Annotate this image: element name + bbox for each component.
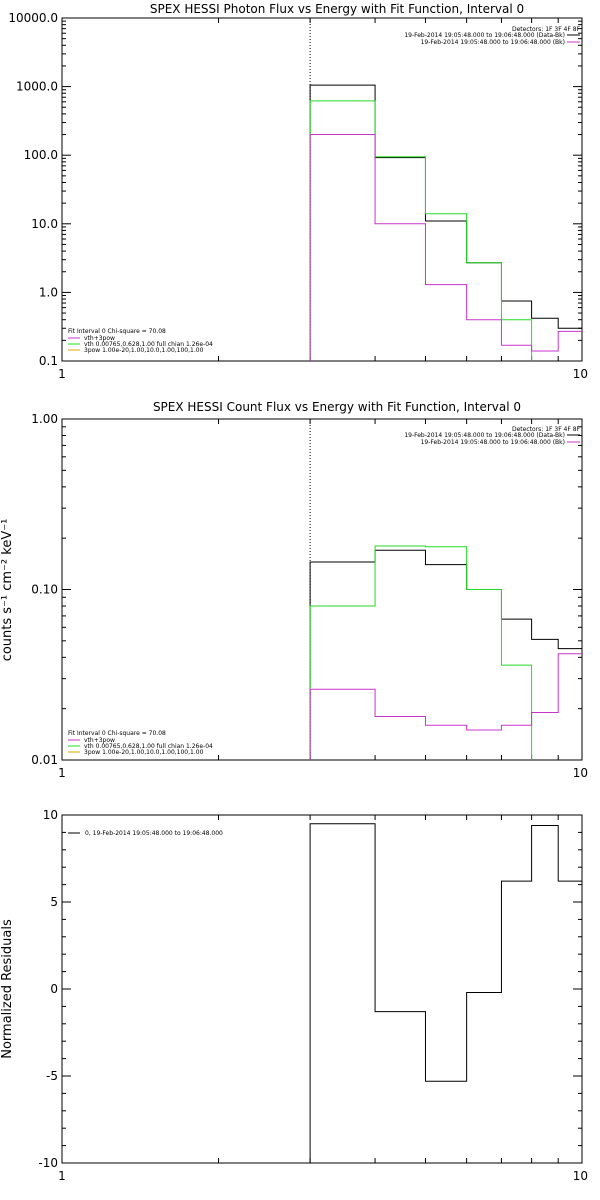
- panel1-legend-vth: vth 0.00765,0.628,1.00 full chian 1.26e-…: [84, 341, 213, 348]
- panel2-legend-3pow: 3pow 1.00e-20,1.00,10.0,1.00,100,1.00: [84, 749, 204, 756]
- y-tick-label: 10000.0: [8, 11, 58, 25]
- panel2-legend-model: vth+3pow: [84, 737, 115, 744]
- series-2-histogram: [309, 134, 582, 361]
- panel2-legend-vth: vth 0.00765,0.628,1.00 full chian 1.26e-…: [84, 743, 213, 750]
- y-tick-label: 5: [50, 895, 58, 909]
- y-tick-label: 1000.0: [16, 80, 58, 94]
- panel3-y-ticks: -10 -5 0 5 10: [38, 808, 582, 1170]
- panel1-x-ticks: 1 10: [58, 18, 588, 381]
- panel2-frame: [61, 418, 583, 761]
- x-tick-label: 1: [58, 367, 66, 381]
- panel3-series: [309, 823, 582, 1163]
- residuals-panel: Normalized Residuals -10 -5 0 5 10 1 10 0, 19…: [0, 808, 588, 1183]
- panel1-frame: [61, 17, 583, 362]
- panel3-frame: [61, 814, 583, 1164]
- panel1-legend-bk: 19-Feb-2014 19:05:48.000 to 19:06:48.000…: [421, 39, 565, 46]
- y-tick-label: 1.00: [31, 412, 58, 426]
- y-tick-label: 1.0: [39, 285, 58, 299]
- panel3-legend: 0, 19-Feb-2014 19:05:48.000 to 19:06:48.…: [85, 830, 223, 837]
- y-tick-label: 0: [50, 982, 58, 996]
- x-tick-label: 1: [58, 1169, 66, 1183]
- x-tick-label: 1: [58, 766, 66, 780]
- panel2-legend-bk: 19-Feb-2014 19:05:48.000 to 19:06:48.000…: [421, 439, 565, 446]
- y-tick-label: 10.0: [31, 217, 58, 231]
- panel2-title: SPEX HESSI Count Flux vs Energy with Fit…: [153, 400, 521, 414]
- x-tick-label: 10: [573, 1169, 588, 1183]
- panel2-x-ticks: 1 10: [58, 419, 588, 780]
- y-tick-label: 0.1: [39, 354, 58, 368]
- panel3-y-label: Normalized Residuals: [0, 919, 15, 1059]
- x-tick-label: 10: [573, 367, 588, 381]
- panel1-series: [309, 84, 582, 361]
- panel1-title: SPEX HESSI Photon Flux vs Energy with Fi…: [150, 2, 524, 16]
- series-1-histogram: [309, 545, 533, 760]
- panel2-legend-detectors: Detectors: 1F 3F 4F 8F: [512, 426, 581, 433]
- panel2-series: [309, 545, 582, 760]
- panel1-legend-model: vth+3pow: [84, 335, 115, 342]
- y-tick-label: -5: [46, 1069, 58, 1083]
- x-tick-label: 10: [573, 766, 588, 780]
- panel1-y-ticks: 0.1 1.0 10.0 100.0 1000.0 10000.0: [8, 11, 582, 368]
- panel2-y-ticks: 0.01 0.10 1.00: [31, 412, 582, 767]
- series-0-histogram: [309, 84, 582, 361]
- panel1-legend-fit: Fit Interval 0 Chi-square = 70.08: [68, 328, 166, 335]
- panel2-y-label: counts s⁻¹ cm⁻² keV⁻¹: [0, 519, 15, 662]
- count-flux-panel: SPEX HESSI Count Flux vs Energy with Fit…: [0, 400, 588, 780]
- panel1-legend-detectors: Detectors: 1F 3F 4F 8F: [512, 26, 581, 33]
- y-tick-label: -10: [38, 1156, 58, 1170]
- y-tick-label: 0.10: [31, 583, 58, 597]
- panel3-x-ticks: 1 10: [58, 815, 588, 1183]
- y-tick-label: 0.01: [31, 753, 58, 767]
- panel1-legend-databk: 19-Feb-2014 19:05:48.000 to 19:06:48.000…: [404, 32, 565, 39]
- panel2-legend-databk: 19-Feb-2014 19:05:48.000 to 19:06:48.000…: [404, 432, 565, 439]
- y-tick-label: 100.0: [24, 148, 58, 162]
- y-tick-label: 10: [43, 808, 58, 822]
- panel2-legend-fit: Fit Interval 0 Chi-square = 70.08: [68, 730, 166, 737]
- panel1-legend-3pow: 3pow 1.00e-20,1.00,10.0,1.00,100,1.00: [84, 347, 204, 354]
- series-1-histogram: [309, 100, 533, 361]
- series-2-histogram: [309, 653, 582, 760]
- photon-flux-panel: SPEX HESSI Photon Flux vs Energy with Fi…: [8, 2, 588, 381]
- series-0-histogram: [309, 549, 582, 760]
- series-0-histogram: [309, 823, 582, 1163]
